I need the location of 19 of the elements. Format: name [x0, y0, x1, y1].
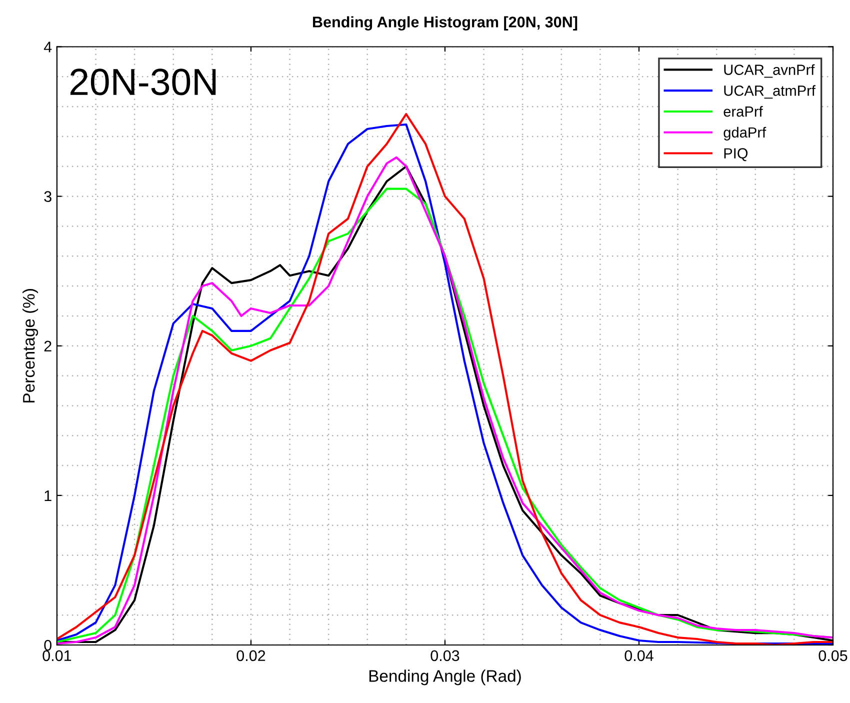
annotation: 20N-30N [70, 68, 216, 96]
y-tick-label: 1 [44, 490, 52, 501]
legend-label: eraPrf [724, 106, 763, 117]
x-axis-title: Bending Angle (Rad) [369, 670, 521, 686]
legend-label: UCAR_atmPrf [724, 85, 816, 99]
legend-label: UCAR_avnPrf [724, 64, 815, 78]
y-tick-label: 2 [44, 340, 52, 352]
x-tick-label: 0.02 [236, 650, 266, 662]
chart-title: Bending Angle Histogram [20N, 30N] [313, 16, 578, 31]
x-tick-label: 0.04 [624, 650, 654, 662]
legend-label: PIQ [724, 148, 748, 162]
legend-label: gdaPrf [724, 126, 766, 140]
y-axis-title: Percentage (%) [22, 289, 38, 402]
y-tick-label: 0 [44, 640, 52, 651]
x-tick-label: 0.01 [42, 650, 72, 662]
y-tick-label: 3 [44, 191, 52, 202]
y-tick-label: 4 [44, 42, 52, 52]
x-tick-label: 0.03 [430, 650, 460, 662]
x-tick-label: 0.05 [818, 650, 848, 662]
